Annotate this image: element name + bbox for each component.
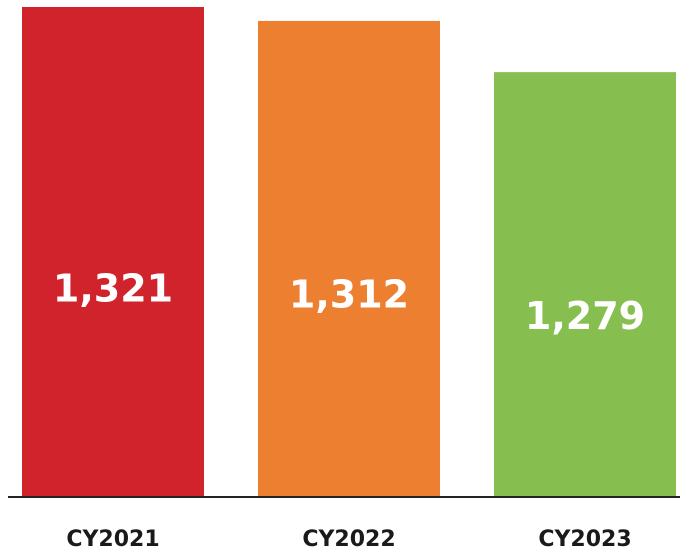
bar bbox=[258, 20, 440, 498]
value-label: 1,321 bbox=[53, 267, 173, 311]
x-tick-label: CY2021 bbox=[66, 527, 159, 552]
x-tick-label: CY2023 bbox=[538, 527, 631, 552]
value-label: 1,312 bbox=[289, 273, 409, 317]
value-label: 1,279 bbox=[525, 294, 645, 338]
x-tick-label: CY2022 bbox=[302, 527, 395, 552]
bar bbox=[22, 7, 204, 497]
bar bbox=[494, 72, 676, 497]
